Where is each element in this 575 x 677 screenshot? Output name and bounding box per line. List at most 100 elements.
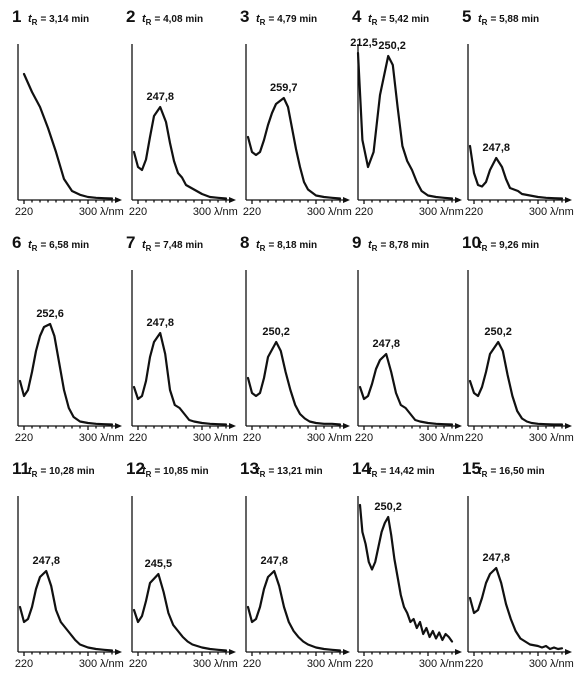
retention-time-label: tR = 4,79 min: [256, 13, 317, 27]
peak-label: 252,6: [36, 308, 64, 320]
spectrum-line: [132, 572, 228, 652]
x-axis-arrow-icon: [343, 423, 350, 429]
tick-label-220: 220: [355, 658, 373, 670]
retention-symbol: t: [28, 13, 33, 25]
tick-label-220: 220: [465, 432, 483, 444]
panel-number: 5: [462, 7, 471, 26]
panel-number: 14: [352, 459, 371, 478]
panel-number: 3: [240, 7, 249, 26]
spectrum-line: [356, 51, 454, 200]
retention-value: = 16,50 min: [490, 466, 544, 477]
peak-label: 250,2: [374, 501, 402, 513]
x-axis-arrow-icon: [565, 197, 572, 203]
retention-value: = 5,88 min: [490, 14, 539, 25]
retention-value: = 8,78 min: [380, 240, 429, 251]
retention-time-label: tR = 7,48 min: [142, 239, 203, 253]
retention-subscript: R: [372, 470, 378, 479]
panel-number: 9: [352, 233, 361, 252]
panel-number: 15: [462, 459, 481, 478]
tick-label-300: 300: [529, 432, 547, 444]
x-unit-label: λ/nm: [550, 658, 574, 670]
retention-value: = 4,08 min: [154, 14, 203, 25]
spectrum-line: [246, 569, 342, 652]
x-axis-arrow-icon: [565, 649, 572, 655]
spectrum-line: [358, 503, 454, 643]
panel-number: 11: [12, 459, 30, 478]
panel-number: 4: [352, 7, 362, 26]
panel-number: 13: [240, 459, 259, 478]
retention-symbol: t: [28, 239, 33, 251]
tick-label-300: 300: [419, 432, 437, 444]
spectrum-line: [358, 352, 454, 426]
panel-number: 10: [462, 233, 481, 252]
tick-label-300: 300: [79, 658, 97, 670]
tick-label-220: 220: [355, 206, 373, 218]
retention-subscript: R: [482, 244, 488, 253]
retention-symbol: t: [368, 239, 373, 251]
x-axis-arrow-icon: [229, 649, 236, 655]
retention-value: = 13,21 min: [268, 466, 322, 477]
retention-subscript: R: [32, 244, 38, 253]
retention-symbol: t: [478, 239, 483, 251]
retention-subscript: R: [146, 244, 152, 253]
retention-symbol: t: [256, 465, 261, 477]
retention-value: = 9,26 min: [490, 240, 539, 251]
retention-time-label: tR = 9,26 min: [478, 239, 539, 253]
peak-label: 250,2: [262, 326, 290, 338]
tick-label-300: 300: [193, 206, 211, 218]
retention-symbol: t: [28, 465, 33, 477]
tick-label-220: 220: [243, 658, 261, 670]
retention-time-label: tR = 10,85 min: [142, 465, 209, 479]
retention-time-label: tR = 6,58 min: [28, 239, 89, 253]
tick-label-300: 300: [419, 658, 437, 670]
tick-label-300: 300: [307, 432, 325, 444]
spectrum-line: [132, 105, 228, 200]
tick-label-220: 220: [355, 432, 373, 444]
retention-value: = 8,18 min: [268, 240, 317, 251]
panel-number: 8: [240, 233, 249, 252]
x-axis-arrow-icon: [455, 197, 462, 203]
x-unit-label: λ/nm: [550, 432, 574, 444]
retention-symbol: t: [478, 13, 483, 25]
retention-subscript: R: [260, 244, 266, 253]
tick-label-220: 220: [465, 658, 483, 670]
peak-label: 259,7: [270, 82, 298, 94]
tick-label-220: 220: [15, 432, 33, 444]
x-unit-label: λ/nm: [328, 432, 352, 444]
retention-value: = 5,42 min: [380, 14, 429, 25]
x-unit-label: λ/nm: [214, 658, 238, 670]
spectrum-line: [18, 322, 114, 426]
peak-label: 250,2: [484, 326, 512, 338]
retention-value: = 10,85 min: [154, 466, 208, 477]
spectrum-line: [18, 569, 114, 652]
peak-label: 247,8: [482, 552, 510, 564]
tick-label-220: 220: [15, 658, 33, 670]
spectrum-line: [468, 566, 564, 651]
retention-subscript: R: [260, 470, 266, 479]
retention-value: = 14,42 min: [380, 466, 434, 477]
panel-number: 2: [126, 7, 135, 26]
x-unit-label: λ/nm: [100, 432, 124, 444]
x-axis-arrow-icon: [229, 423, 236, 429]
peak-label: 247,8: [372, 338, 400, 350]
retention-time-label: tR = 4,08 min: [142, 13, 203, 27]
spectrum-line: [246, 340, 342, 426]
tick-label-300: 300: [79, 206, 97, 218]
x-axis-arrow-icon: [343, 197, 350, 203]
x-axis-arrow-icon: [455, 423, 462, 429]
tick-label-220: 220: [129, 658, 147, 670]
retention-value: = 3,14 min: [40, 14, 89, 25]
peak-label: 247,8: [482, 142, 510, 154]
peak-label: 247,8: [260, 555, 288, 567]
retention-subscript: R: [146, 470, 152, 479]
peak-label: 212,5: [350, 37, 378, 49]
x-unit-label: λ/nm: [100, 658, 124, 670]
x-unit-label: λ/nm: [100, 206, 124, 218]
